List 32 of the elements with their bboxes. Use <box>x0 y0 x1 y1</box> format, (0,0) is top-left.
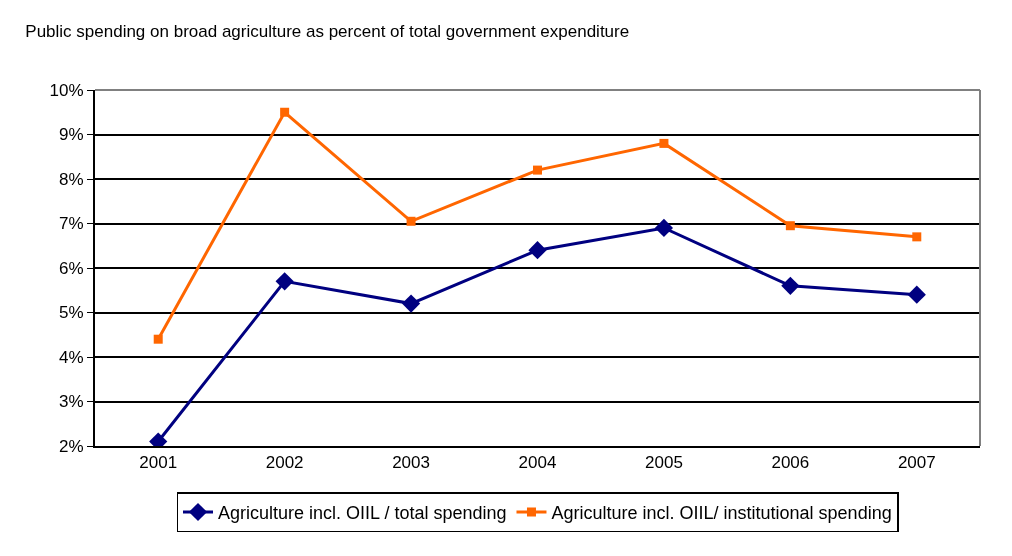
point <box>528 241 547 260</box>
x-tick-label: 2003 <box>392 453 430 473</box>
point <box>280 107 290 117</box>
x-tick-label: 2004 <box>518 453 557 473</box>
point <box>785 221 795 231</box>
point <box>401 294 421 313</box>
y-tick-label: 2% <box>59 436 84 456</box>
y-tick-label: 3% <box>59 392 84 412</box>
x-tick-label: 2002 <box>265 453 304 473</box>
y-tick-label: 5% <box>59 303 84 323</box>
x-tick-label: 2007 <box>897 453 936 473</box>
point <box>153 334 163 344</box>
x-tick-label: 2006 <box>771 453 810 473</box>
y-tick-label: 9% <box>59 125 84 145</box>
point <box>406 216 416 226</box>
point <box>781 276 800 295</box>
point <box>654 218 674 238</box>
point <box>907 285 926 304</box>
y-tick-label: 8% <box>59 169 84 189</box>
x-tick-label: 2001 <box>139 453 178 473</box>
point <box>659 138 669 148</box>
x-tick-label: 2005 <box>645 453 683 473</box>
y-tick-label: 6% <box>59 258 84 278</box>
point <box>533 165 542 175</box>
y-tick-label: 7% <box>59 214 84 234</box>
chart-title: Public spending on broad agriculture as percent of total government expenditure <box>25 21 630 41</box>
legend-label: Agriculture incl. OIIL/ institutional spending <box>551 503 892 523</box>
point <box>275 272 294 291</box>
legend-label: Agriculture incl. OIIL / total spending <box>218 503 507 523</box>
point <box>912 232 922 242</box>
y-tick-label: 10% <box>49 80 84 100</box>
y-tick-label: 4% <box>59 347 84 367</box>
